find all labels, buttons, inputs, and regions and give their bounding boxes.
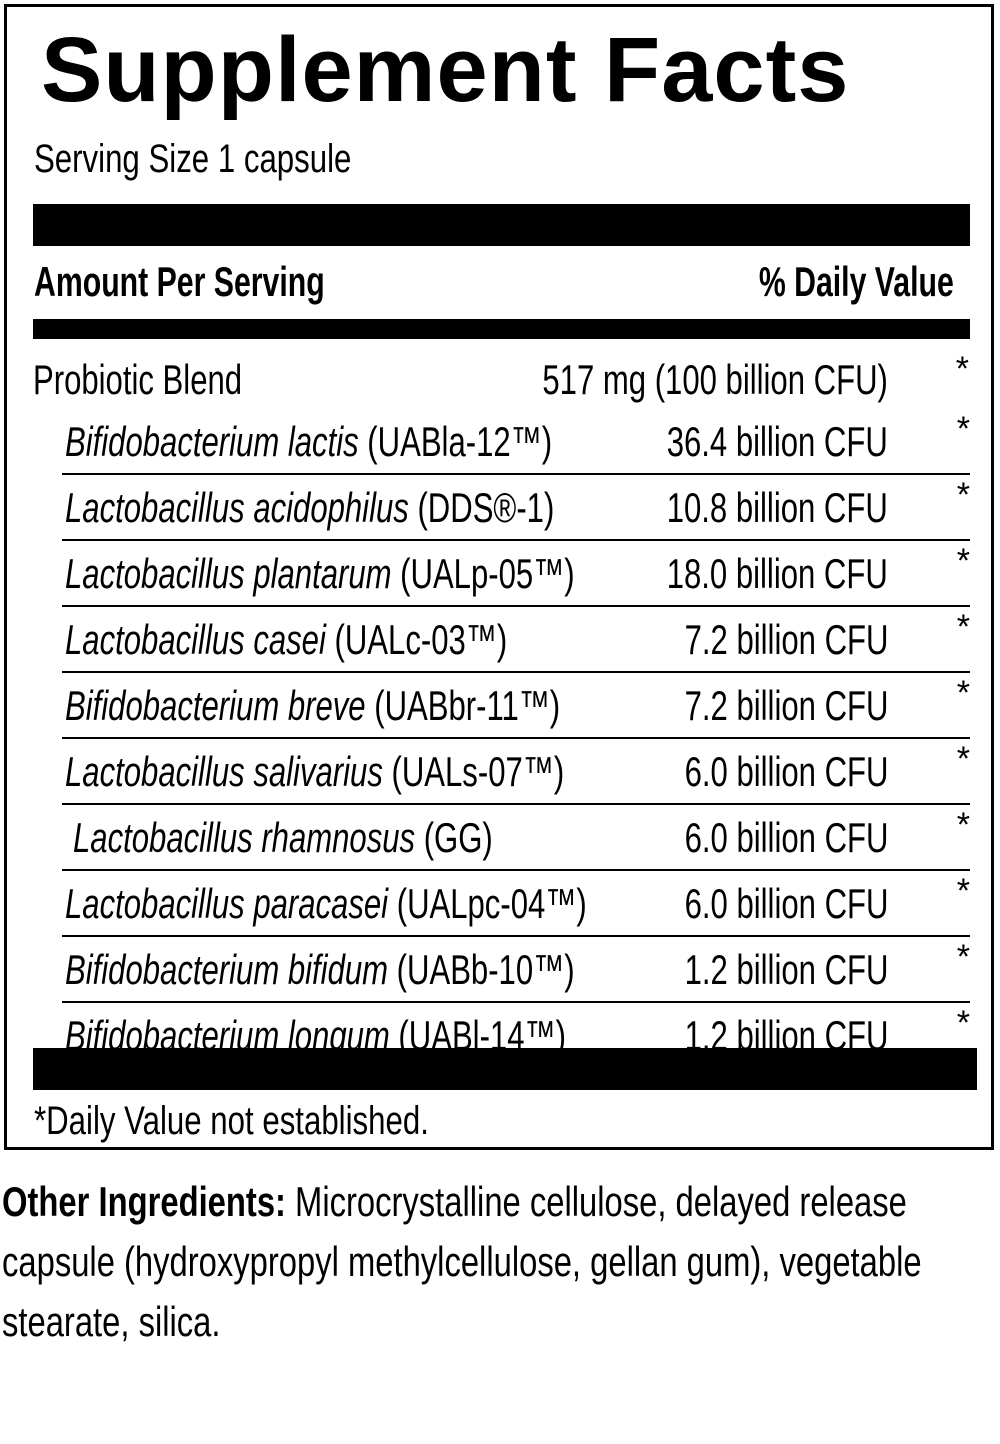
supplement-facts-panel: Supplement Facts Serving Size 1 capsule … xyxy=(4,4,994,1150)
other-ingredients: Other Ingredients: Microcrystalline cell… xyxy=(2,1172,977,1352)
blend-amount: 517 mg (100 billion CFU) xyxy=(542,356,888,403)
ingredient-name: Lactobacillus plantarum (UALp-05™) xyxy=(65,550,575,597)
daily-value-header: % Daily Value xyxy=(759,258,954,305)
ingredient-row: Lactobacillus salivarius (UALs-07™) 6.0 … xyxy=(62,739,970,805)
ingredient-name: Bifidobacterium lactis (UABla-12™) xyxy=(65,418,553,465)
daily-value-footnote: *Daily Value not established. xyxy=(34,1099,429,1143)
ingredient-row: Lactobacillus acidophilus (DDS®-1) 10.8 … xyxy=(62,475,970,541)
ingredient-name: Lactobacillus rhamnosus (GG) xyxy=(73,814,493,861)
ingredient-daily-value: * xyxy=(956,410,970,448)
other-ingredients-line: capsule (hydroxypropyl methylcellulose, … xyxy=(2,1238,922,1285)
other-ingredients-line: Other Ingredients: Microcrystalline cell… xyxy=(2,1178,907,1225)
ingredient-daily-value: * xyxy=(956,872,970,910)
ingredient-amount: 6.0 billion CFU xyxy=(684,814,888,861)
ingredient-row: Lactobacillus paracasei (UALpc-04™) 6.0 … xyxy=(62,871,970,937)
ingredient-daily-value: * xyxy=(956,476,970,514)
ingredient-amount: 1.2 billion CFU xyxy=(684,946,888,993)
ingredient-daily-value: * xyxy=(956,608,970,646)
ingredient-daily-value: * xyxy=(956,938,970,976)
blend-row: Probiotic Blend 517 mg (100 billion CFU)… xyxy=(33,350,973,405)
ingredient-row: Bifidobacterium breve (UABbr-11™) 7.2 bi… xyxy=(62,673,970,739)
ingredient-list: Bifidobacterium lactis (UABla-12™) 36.4 … xyxy=(62,409,970,1067)
ingredient-row: Lactobacillus casei (UALc-03™) 7.2 billi… xyxy=(62,607,970,673)
ingredient-daily-value: * xyxy=(956,1004,970,1042)
ingredient-amount: 6.0 billion CFU xyxy=(684,748,888,795)
blend-name: Probiotic Blend xyxy=(33,356,243,403)
panel-title: Supplement Facts xyxy=(41,19,850,121)
ingredient-amount: 7.2 billion CFU xyxy=(684,682,888,729)
ingredient-name: Bifidobacterium breve (UABbr-11™) xyxy=(65,682,561,729)
ingredient-name: Lactobacillus acidophilus (DDS®-1) xyxy=(65,484,555,531)
ingredient-daily-value: * xyxy=(956,806,970,844)
serving-size: Serving Size 1 capsule xyxy=(34,137,352,181)
ingredient-row: Bifidobacterium lactis (UABla-12™) 36.4 … xyxy=(62,409,970,475)
amount-per-serving-header: Amount Per Serving xyxy=(34,258,325,305)
ingredient-amount: 7.2 billion CFU xyxy=(684,616,888,663)
ingredient-daily-value: * xyxy=(956,542,970,580)
ingredient-amount: 36.4 billion CFU xyxy=(666,418,888,465)
ingredient-row: Lactobacillus plantarum (UALp-05™) 18.0 … xyxy=(62,541,970,607)
other-ingredients-label: Other Ingredients: xyxy=(2,1178,286,1225)
ingredient-name: Lactobacillus paracasei (UALpc-04™) xyxy=(65,880,587,927)
ingredient-amount: 6.0 billion CFU xyxy=(684,880,888,927)
header-divider-bar xyxy=(33,319,970,339)
ingredient-amount: 18.0 billion CFU xyxy=(666,550,888,597)
blend-daily-value: * xyxy=(955,350,969,388)
top-divider-bar xyxy=(33,204,970,246)
bottom-divider-bar xyxy=(33,1048,977,1090)
ingredient-amount: 10.8 billion CFU xyxy=(666,484,888,531)
ingredient-daily-value: * xyxy=(956,674,970,712)
ingredient-row: Bifidobacterium bifidum (UABb-10™) 1.2 b… xyxy=(62,937,970,1003)
ingredient-daily-value: * xyxy=(956,740,970,778)
ingredient-name: Lactobacillus casei (UALc-03™) xyxy=(65,616,508,663)
ingredient-row: Lactobacillus rhamnosus (GG) 6.0 billion… xyxy=(62,805,970,871)
other-ingredients-line: stearate, silica. xyxy=(2,1298,221,1345)
ingredient-name: Bifidobacterium bifidum (UABb-10™) xyxy=(65,946,575,993)
ingredient-name: Lactobacillus salivarius (UALs-07™) xyxy=(65,748,565,795)
